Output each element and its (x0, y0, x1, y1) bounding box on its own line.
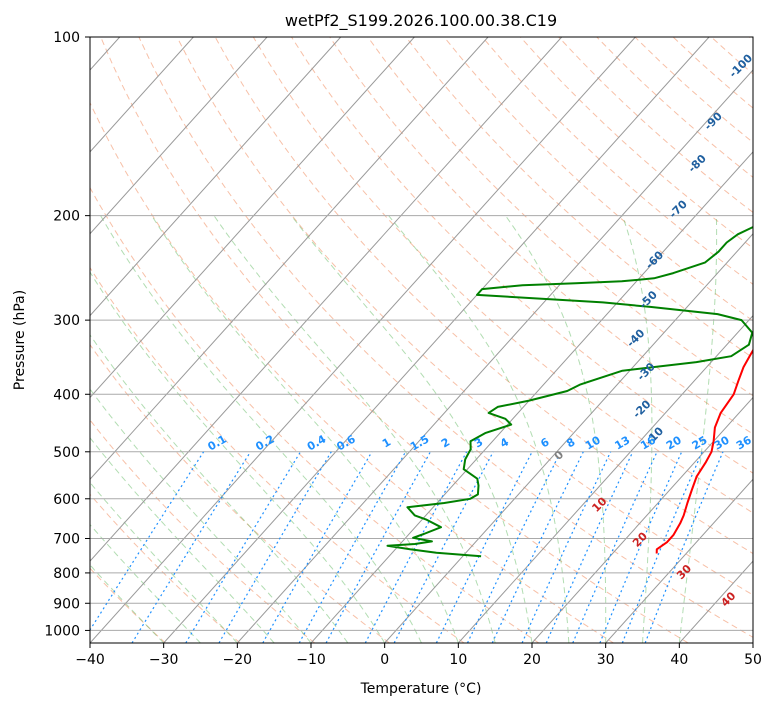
moist-adiabat-line (151, 215, 459, 643)
isotherm-line (163, 37, 710, 643)
y-tick-label: 900 (53, 596, 80, 612)
y-tick-label: 800 (53, 566, 80, 582)
moist-adiabat-line (213, 215, 496, 643)
mixing-ratio-line (644, 451, 724, 643)
isotherm-line (90, 37, 563, 562)
y-tick-label: 1000 (44, 623, 80, 639)
dewpoint-line (386, 225, 753, 558)
mixing-ratio-line (131, 451, 252, 643)
x-tick-label: 0 (380, 652, 389, 668)
moist-adiabat-line (621, 215, 653, 643)
moist-adiabat-line (100, 215, 422, 643)
moist-adiabat-line (388, 215, 570, 643)
y-tick-label: 500 (53, 445, 80, 461)
moist-adiabat-line (90, 334, 349, 643)
mixing-ratio-line (218, 451, 332, 643)
moist-adiabat-line (90, 271, 386, 643)
dry-adiabat-line (329, 37, 753, 435)
x-tick-label: 50 (744, 652, 762, 668)
isotherm-line (236, 69, 753, 643)
mixing-ratio-line (572, 451, 658, 643)
y-tick-label: 200 (53, 209, 80, 225)
dry-adiabat-line (443, 37, 753, 322)
isotherm-line (90, 37, 268, 235)
dry-adiabat-line (252, 37, 753, 514)
x-tick-label: 20 (523, 652, 541, 668)
isotherm-line (90, 37, 415, 399)
y-tick-label: 700 (53, 532, 80, 548)
isotherm-line (457, 314, 753, 643)
mixing-ratio-line (262, 451, 373, 643)
dry-adiabat-line (291, 37, 753, 474)
chart-title: wetPf2_S199.2026.100.00.38.C19 (285, 11, 557, 31)
dry-adiabat-line (176, 37, 753, 596)
y-tick-label: 600 (53, 492, 80, 508)
moist-adiabat-line (505, 215, 607, 643)
mixing-ratio-line (545, 451, 634, 643)
x-axis-label: Temperature (°C) (360, 681, 482, 697)
mixing-ratio-line (521, 451, 612, 643)
isotherm-line (531, 396, 753, 643)
y-axis-label: Pressure (hPa) (12, 290, 28, 390)
temperature-line (655, 348, 753, 554)
x-tick-label: −10 (296, 652, 326, 668)
isotherm-line (90, 37, 194, 153)
series-layer (386, 225, 753, 558)
mixing-ratio-line (393, 451, 494, 643)
dry-adiabat-line (405, 37, 753, 359)
isotherm-line (90, 37, 489, 481)
moist-adiabat-line (90, 523, 201, 643)
dry-adiabat-line (100, 37, 689, 643)
moist-adiabat-line (90, 481, 238, 643)
y-tick-label: 400 (53, 387, 80, 403)
y-tick-label: 100 (53, 30, 80, 46)
mixing-ratio-label: 36 (734, 433, 754, 452)
dry-adiabat-line (90, 567, 166, 643)
dry-adiabat-line (90, 419, 316, 643)
x-tick-label: −30 (149, 652, 179, 668)
mixing-ratio-line (599, 451, 683, 643)
moist-adiabat-line (90, 564, 165, 643)
background-lines (90, 37, 753, 643)
dry-adiabat-line (90, 186, 540, 643)
dry-adiabat-line (90, 266, 465, 643)
mixing-ratio-line (364, 451, 468, 643)
mixing-ratio-line (491, 451, 584, 643)
isotherm-line (310, 151, 753, 643)
plot-area: -100-90-80-70-60-50-40-30-20-100.1 0.2 0.4… (90, 37, 754, 643)
mixing-ratio-line (185, 451, 302, 643)
mixing-ratio-line (90, 451, 205, 632)
x-axis-ticks: −40 −30 −20 −10 0 10 20 30 40 50 (75, 643, 762, 668)
isotherm-line (384, 232, 753, 643)
x-tick-label: 10 (449, 652, 467, 668)
mixing-ratio-line (466, 451, 562, 643)
x-tick-label: −20 (223, 652, 253, 668)
x-tick-label: 40 (670, 652, 688, 668)
moist-adiabat-line (290, 215, 533, 643)
plot-frame (89, 36, 754, 644)
mixing-ratio-line (325, 451, 431, 643)
x-tick-label: −40 (75, 652, 105, 668)
isotherm-line (90, 37, 342, 317)
mixing-ratio-line (298, 451, 407, 643)
mixing-ratio-line (435, 451, 533, 643)
mixing-ratio-line (621, 451, 703, 643)
y-axis-ticks: 100 200 300 400 500 600 700 800 900 1000 (44, 30, 90, 639)
dry-adiabat-line (90, 493, 241, 643)
isotherm-line (605, 478, 753, 643)
moist-adiabat-line (90, 436, 275, 643)
moist-adiabat-line (678, 215, 718, 643)
x-tick-label: 30 (597, 652, 615, 668)
isotherm-line (90, 37, 636, 643)
y-tick-label: 300 (53, 313, 80, 329)
dry-adiabat-line (90, 101, 614, 643)
